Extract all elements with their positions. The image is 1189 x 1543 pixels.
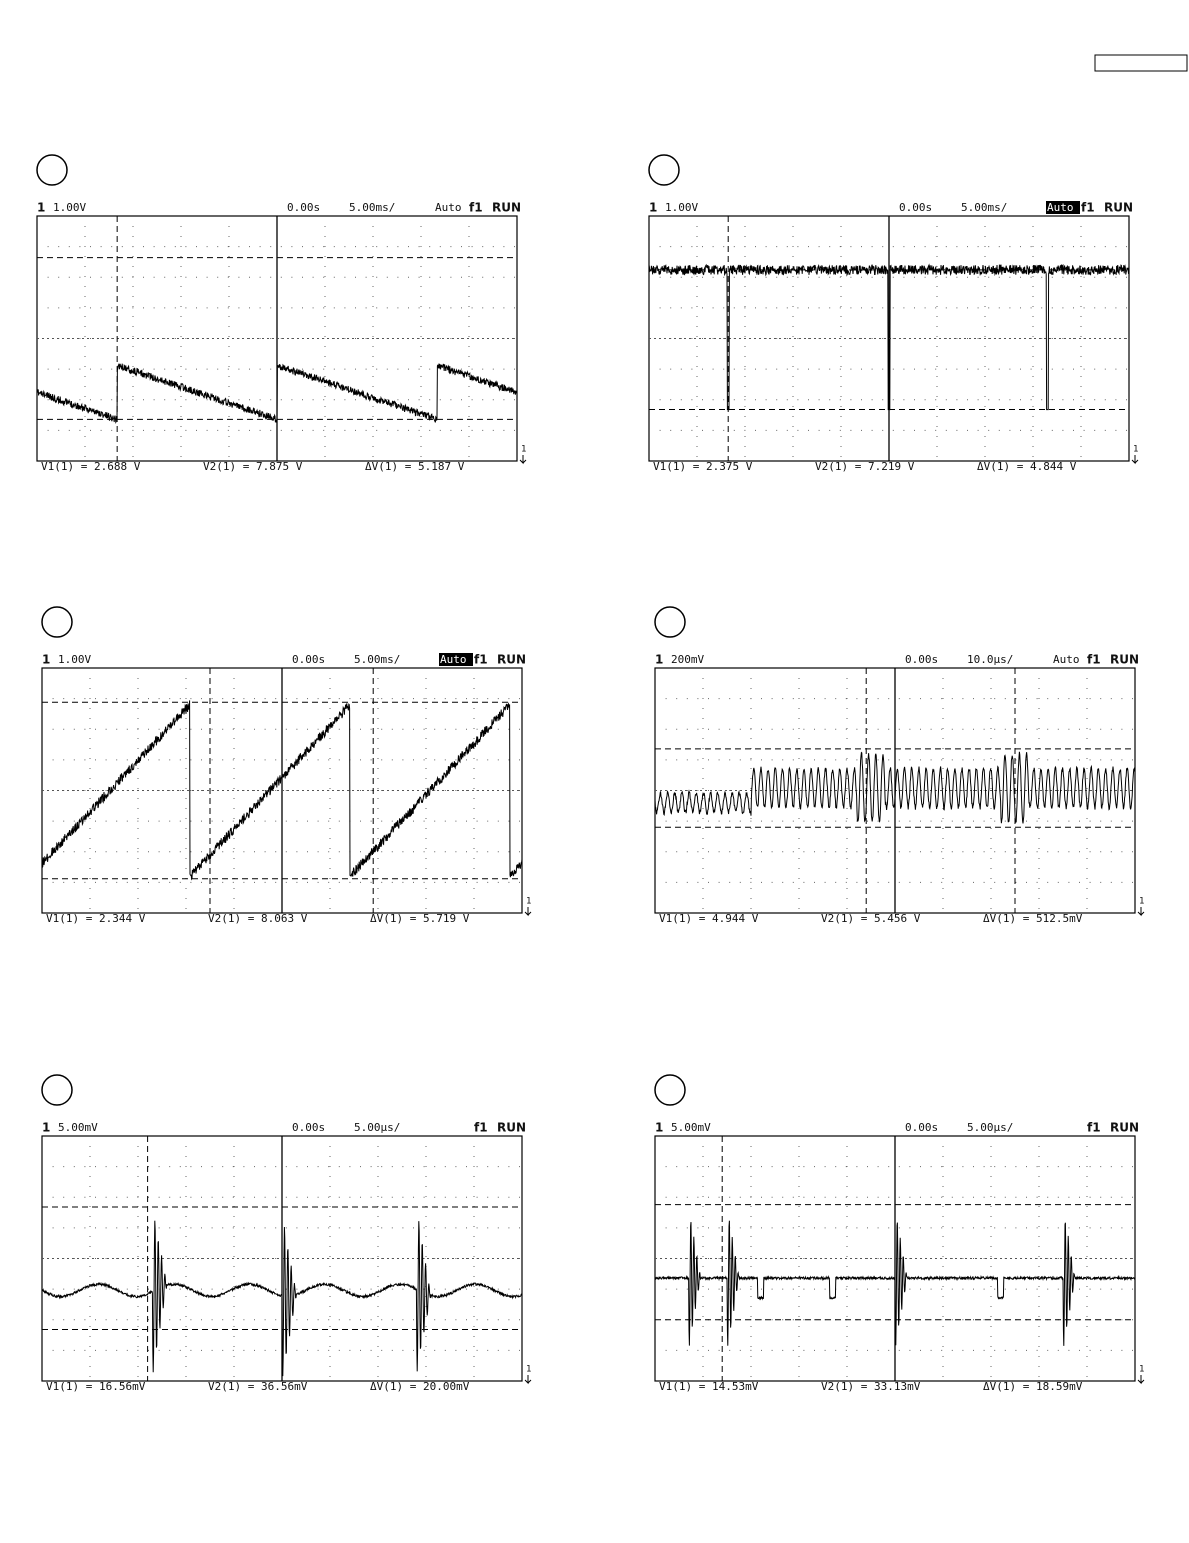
trigger-source: f1 [1087, 653, 1101, 667]
volt-scale: 1.00V [53, 201, 86, 214]
scope-panel: 1 1.00V 0.00s 5.00ms/Auto f1 RUN 1 V1(1) = 2.37… [648, 154, 1139, 473]
ground-arrow [1137, 907, 1145, 917]
ground-marker: 1 [1133, 445, 1138, 455]
trigger-time: 0.00s [292, 1121, 325, 1134]
run-status: RUN [1110, 653, 1139, 667]
panel-marker-circle [648, 154, 680, 186]
waveform [41, 1220, 523, 1377]
trigger-source: f1 [1081, 201, 1095, 215]
trigger-source: f1 [474, 1121, 488, 1135]
scope-panel: 1 1.00V 0.00s 5.00ms/Auto f1 RUN 1 V1(1) = 2.68… [36, 154, 527, 473]
ground-marker: 1 [1139, 897, 1144, 907]
panel-marker-circle [654, 1074, 686, 1106]
ground-marker: 1 [1139, 1365, 1144, 1375]
ground-marker: 1 [526, 1365, 531, 1375]
volt-scale: 5.00mV [671, 1121, 711, 1134]
panel-marker-circle [41, 606, 73, 638]
channel-label: 1 [649, 201, 657, 215]
trigger-time: 0.00s [905, 653, 938, 666]
volt-scale: 5.00mV [58, 1121, 98, 1134]
volt-scale: 1.00V [58, 653, 91, 666]
trigger-source: f1 [1087, 1121, 1101, 1135]
cursor-readout: V2(1) = 36.56mV [208, 1380, 308, 1393]
panel-marker-circle [41, 1074, 73, 1106]
cursor-readout: V1(1) = 2.344 V [46, 912, 146, 925]
run-status: RUN [1104, 201, 1133, 215]
ground-arrow [519, 455, 527, 465]
channel-label: 1 [37, 201, 45, 215]
ground-arrow [1131, 455, 1139, 465]
trigger-time: 0.00s [292, 653, 325, 666]
channel-label: 1 [655, 1121, 663, 1135]
scope-panel: 1 200mV 0.00s 10.0µs/Auto f1 RUN 1 V1(1) = 4.94… [654, 606, 1145, 925]
trigger-time: 0.00s [899, 201, 932, 214]
time-base: 5.00ms/ [349, 201, 395, 214]
mode-highlight [439, 653, 473, 666]
waveform [36, 363, 518, 425]
cursor-readout: V1(1) = 4.944 V [659, 912, 759, 925]
cursor-readout: ΔV(1) = 5.187 V [365, 460, 465, 473]
scope-panel: 1 1.00V 0.00s 5.00ms/Auto f1 RUN 1 V1(1) = 2.34… [41, 606, 532, 925]
ground-marker: 1 [526, 897, 531, 907]
cursor-readout: V2(1) = 8.063 V [208, 912, 308, 925]
run-status: RUN [497, 653, 526, 667]
ground-arrow [1137, 1375, 1145, 1385]
ground-arrow [524, 907, 532, 917]
trigger-source: f1 [474, 653, 488, 667]
cursor-readout: ΔV(1) = 512.5mV [983, 912, 1083, 925]
cursor-readout: ΔV(1) = 18.59mV [983, 1380, 1083, 1393]
cursor-readout: V1(1) = 16.56mV [46, 1380, 146, 1393]
waveform [654, 751, 1136, 824]
ground-arrow [524, 1375, 532, 1385]
channel-label: 1 [42, 653, 50, 667]
cursor-readout: V2(1) = 33.13mV [821, 1380, 921, 1393]
time-base: 5.00µs/ [967, 1121, 1013, 1134]
channel-label: 1 [42, 1121, 50, 1135]
waveform [648, 263, 1130, 411]
trigger-mode: Auto [1047, 201, 1074, 214]
panel-marker-circle [36, 154, 68, 186]
cursor-readout: ΔV(1) = 5.719 V [370, 912, 470, 925]
volt-scale: 200mV [671, 653, 704, 666]
volt-scale: 1.00V [665, 201, 698, 214]
run-status: RUN [497, 1121, 526, 1135]
trigger-time: 0.00s [905, 1121, 938, 1134]
run-status: RUN [492, 201, 521, 215]
trigger-mode: Auto [440, 653, 467, 666]
waveform [41, 700, 523, 881]
scope-panel: 1 5.00mV 0.00s 5.00µs/f1 RUN 1 V1(1) = 16.56mV… [41, 1074, 532, 1393]
cursor-readout: V1(1) = 14.53mV [659, 1380, 759, 1393]
time-base: 5.00ms/ [961, 201, 1007, 214]
trigger-source: f1 [469, 201, 483, 215]
trigger-time: 0.00s [287, 201, 320, 214]
cursor-readout: ΔV(1) = 20.00mV [370, 1380, 470, 1393]
cursor-readout: V2(1) = 7.219 V [815, 460, 915, 473]
cursor-readout: V1(1) = 2.375 V [653, 460, 753, 473]
channel-label: 1 [655, 653, 663, 667]
time-base: 5.00µs/ [354, 1121, 400, 1134]
time-base: 5.00ms/ [354, 653, 400, 666]
panel-marker-circle [654, 606, 686, 638]
scope-panel: 1 5.00mV 0.00s 5.00µs/f1 RUN 1 V1(1) = 14.53mV… [654, 1074, 1145, 1393]
run-status: RUN [1110, 1121, 1139, 1135]
trigger-mode: Auto [1053, 653, 1080, 666]
waveform [654, 1220, 1136, 1346]
cursor-readout: V1(1) = 2.688 V [41, 460, 141, 473]
mode-highlight [1046, 201, 1080, 214]
time-base: 10.0µs/ [967, 653, 1013, 666]
page-number-box [1094, 54, 1188, 72]
ground-marker: 1 [521, 445, 526, 455]
cursor-readout: V2(1) = 5.456 V [821, 912, 921, 925]
trigger-mode: Auto [435, 201, 462, 214]
cursor-readout: ΔV(1) = 4.844 V [977, 460, 1077, 473]
cursor-readout: V2(1) = 7.875 V [203, 460, 303, 473]
